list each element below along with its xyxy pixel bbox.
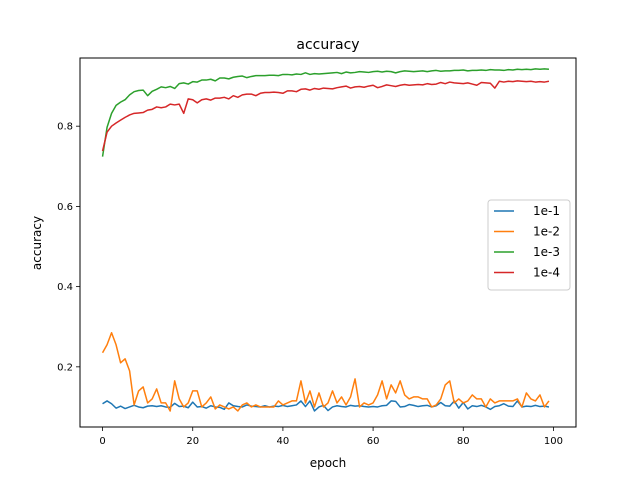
series-line-1e-2: [101, 331, 550, 412]
y-tick-label: 0.8: [57, 122, 73, 133]
x-tick-label: 20: [186, 436, 199, 447]
legend-label-1e-1: 1e-1: [533, 204, 560, 218]
x-tick-label: 60: [367, 436, 380, 447]
legend: 1e-1 1e-2 1e-3 1e-4: [487, 199, 571, 291]
chart-title: accuracy: [296, 37, 359, 53]
y-axis-label: accuracy: [30, 216, 44, 270]
legend-label-1e-3: 1e-3: [533, 245, 560, 259]
y-tick-label: 0.2: [57, 362, 73, 373]
x-axis-ticks: 0 20 40 60 80 100: [99, 427, 563, 447]
x-tick-label: 80: [457, 436, 470, 447]
legend-box: [487, 199, 571, 291]
plot-lines: [101, 68, 550, 412]
x-axis-label: epoch: [310, 456, 347, 470]
y-axis-ticks: 0.2 0.4 0.6 0.8: [57, 122, 80, 373]
y-tick-label: 0.4: [57, 282, 73, 293]
series-line-1e-3: [101, 68, 550, 157]
x-tick-label: 0: [99, 436, 105, 447]
y-tick-label: 0.6: [57, 202, 73, 213]
x-tick-label: 100: [544, 436, 563, 447]
legend-label-1e-2: 1e-2: [533, 225, 560, 239]
legend-label-1e-4: 1e-4: [533, 266, 560, 280]
series-line-1e-1: [102, 400, 550, 412]
x-tick-label: 40: [277, 436, 290, 447]
axes-frame: [79, 57, 577, 428]
series-line-1e-4: [101, 80, 550, 152]
